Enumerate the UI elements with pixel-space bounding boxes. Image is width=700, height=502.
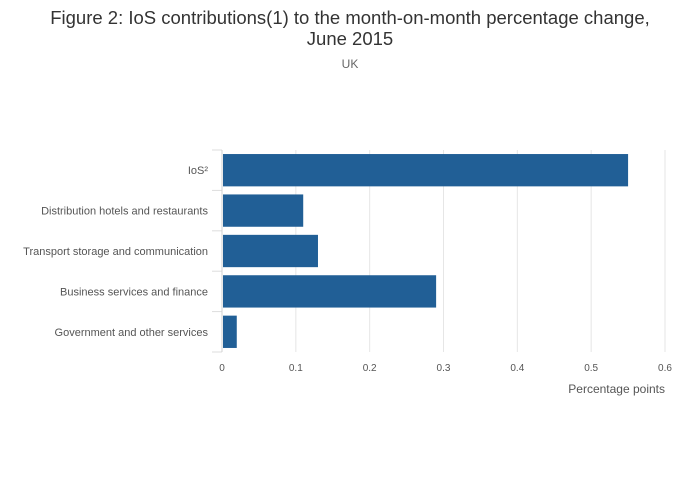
chart-title: Figure 2: IoS contributions(1) to the mo… [0, 7, 700, 49]
x-tick-label: 0.3 [437, 363, 451, 374]
x-tick-label: 0.6 [658, 363, 672, 374]
category-label: Distribution hotels and restaurants [41, 206, 208, 218]
category-label: Transport storage and communication [23, 246, 208, 258]
category-labels: IoS² Distribution hotels and restaurants T… [23, 165, 208, 339]
bars [223, 154, 629, 348]
x-axis-ticks: 0 0.1 0.2 0.3 0.4 0.5 0.6 [219, 363, 672, 374]
bar [223, 194, 304, 227]
chart-title-line-1: Figure 2: IoS contributions(1) to the mo… [50, 7, 650, 28]
category-label: Government and other services [55, 327, 209, 339]
category-label: IoS² [188, 165, 209, 177]
x-tick-label: 0 [219, 363, 225, 374]
category-label: Business services and finance [60, 286, 208, 298]
bar [223, 315, 237, 348]
x-tick-label: 0.5 [584, 363, 598, 374]
x-axis-title: Percentage points [568, 382, 665, 396]
chart-subtitle: UK [341, 57, 359, 71]
bar [223, 154, 629, 187]
bar [223, 275, 437, 308]
chart-title-line-2: June 2015 [306, 28, 394, 49]
x-tick-label: 0.4 [510, 363, 524, 374]
x-tick-label: 0.2 [363, 363, 377, 374]
x-tick-label: 0.1 [289, 363, 303, 374]
bar [223, 234, 318, 268]
